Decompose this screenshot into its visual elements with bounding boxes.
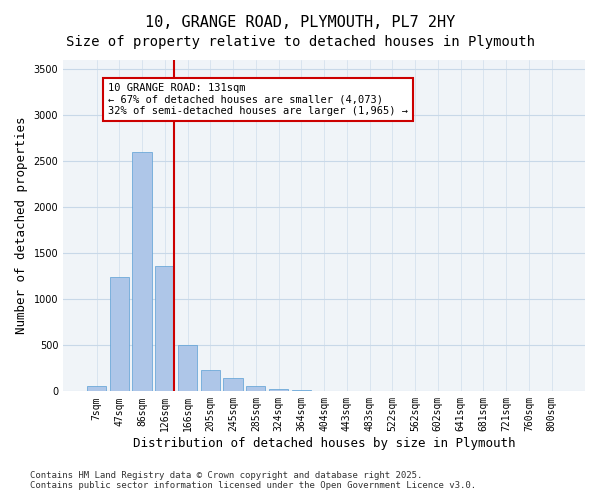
Bar [292,390,311,392]
Y-axis label: Number of detached properties: Number of detached properties [15,117,28,334]
Bar [269,388,288,392]
Bar [110,277,129,392]
Bar [200,370,220,392]
Bar [246,386,265,392]
Bar [87,386,106,392]
Text: 10, GRANGE ROAD, PLYMOUTH, PL7 2HY: 10, GRANGE ROAD, PLYMOUTH, PL7 2HY [145,15,455,30]
Text: 10 GRANGE ROAD: 131sqm
← 67% of detached houses are smaller (4,073)
32% of semi-: 10 GRANGE ROAD: 131sqm ← 67% of detached… [108,83,408,116]
Text: Size of property relative to detached houses in Plymouth: Size of property relative to detached ho… [65,35,535,49]
X-axis label: Distribution of detached houses by size in Plymouth: Distribution of detached houses by size … [133,437,515,450]
Bar [178,346,197,392]
Bar [155,266,175,392]
Bar [223,378,243,392]
Text: Contains HM Land Registry data © Crown copyright and database right 2025.
Contai: Contains HM Land Registry data © Crown c… [30,470,476,490]
Bar [133,152,152,392]
